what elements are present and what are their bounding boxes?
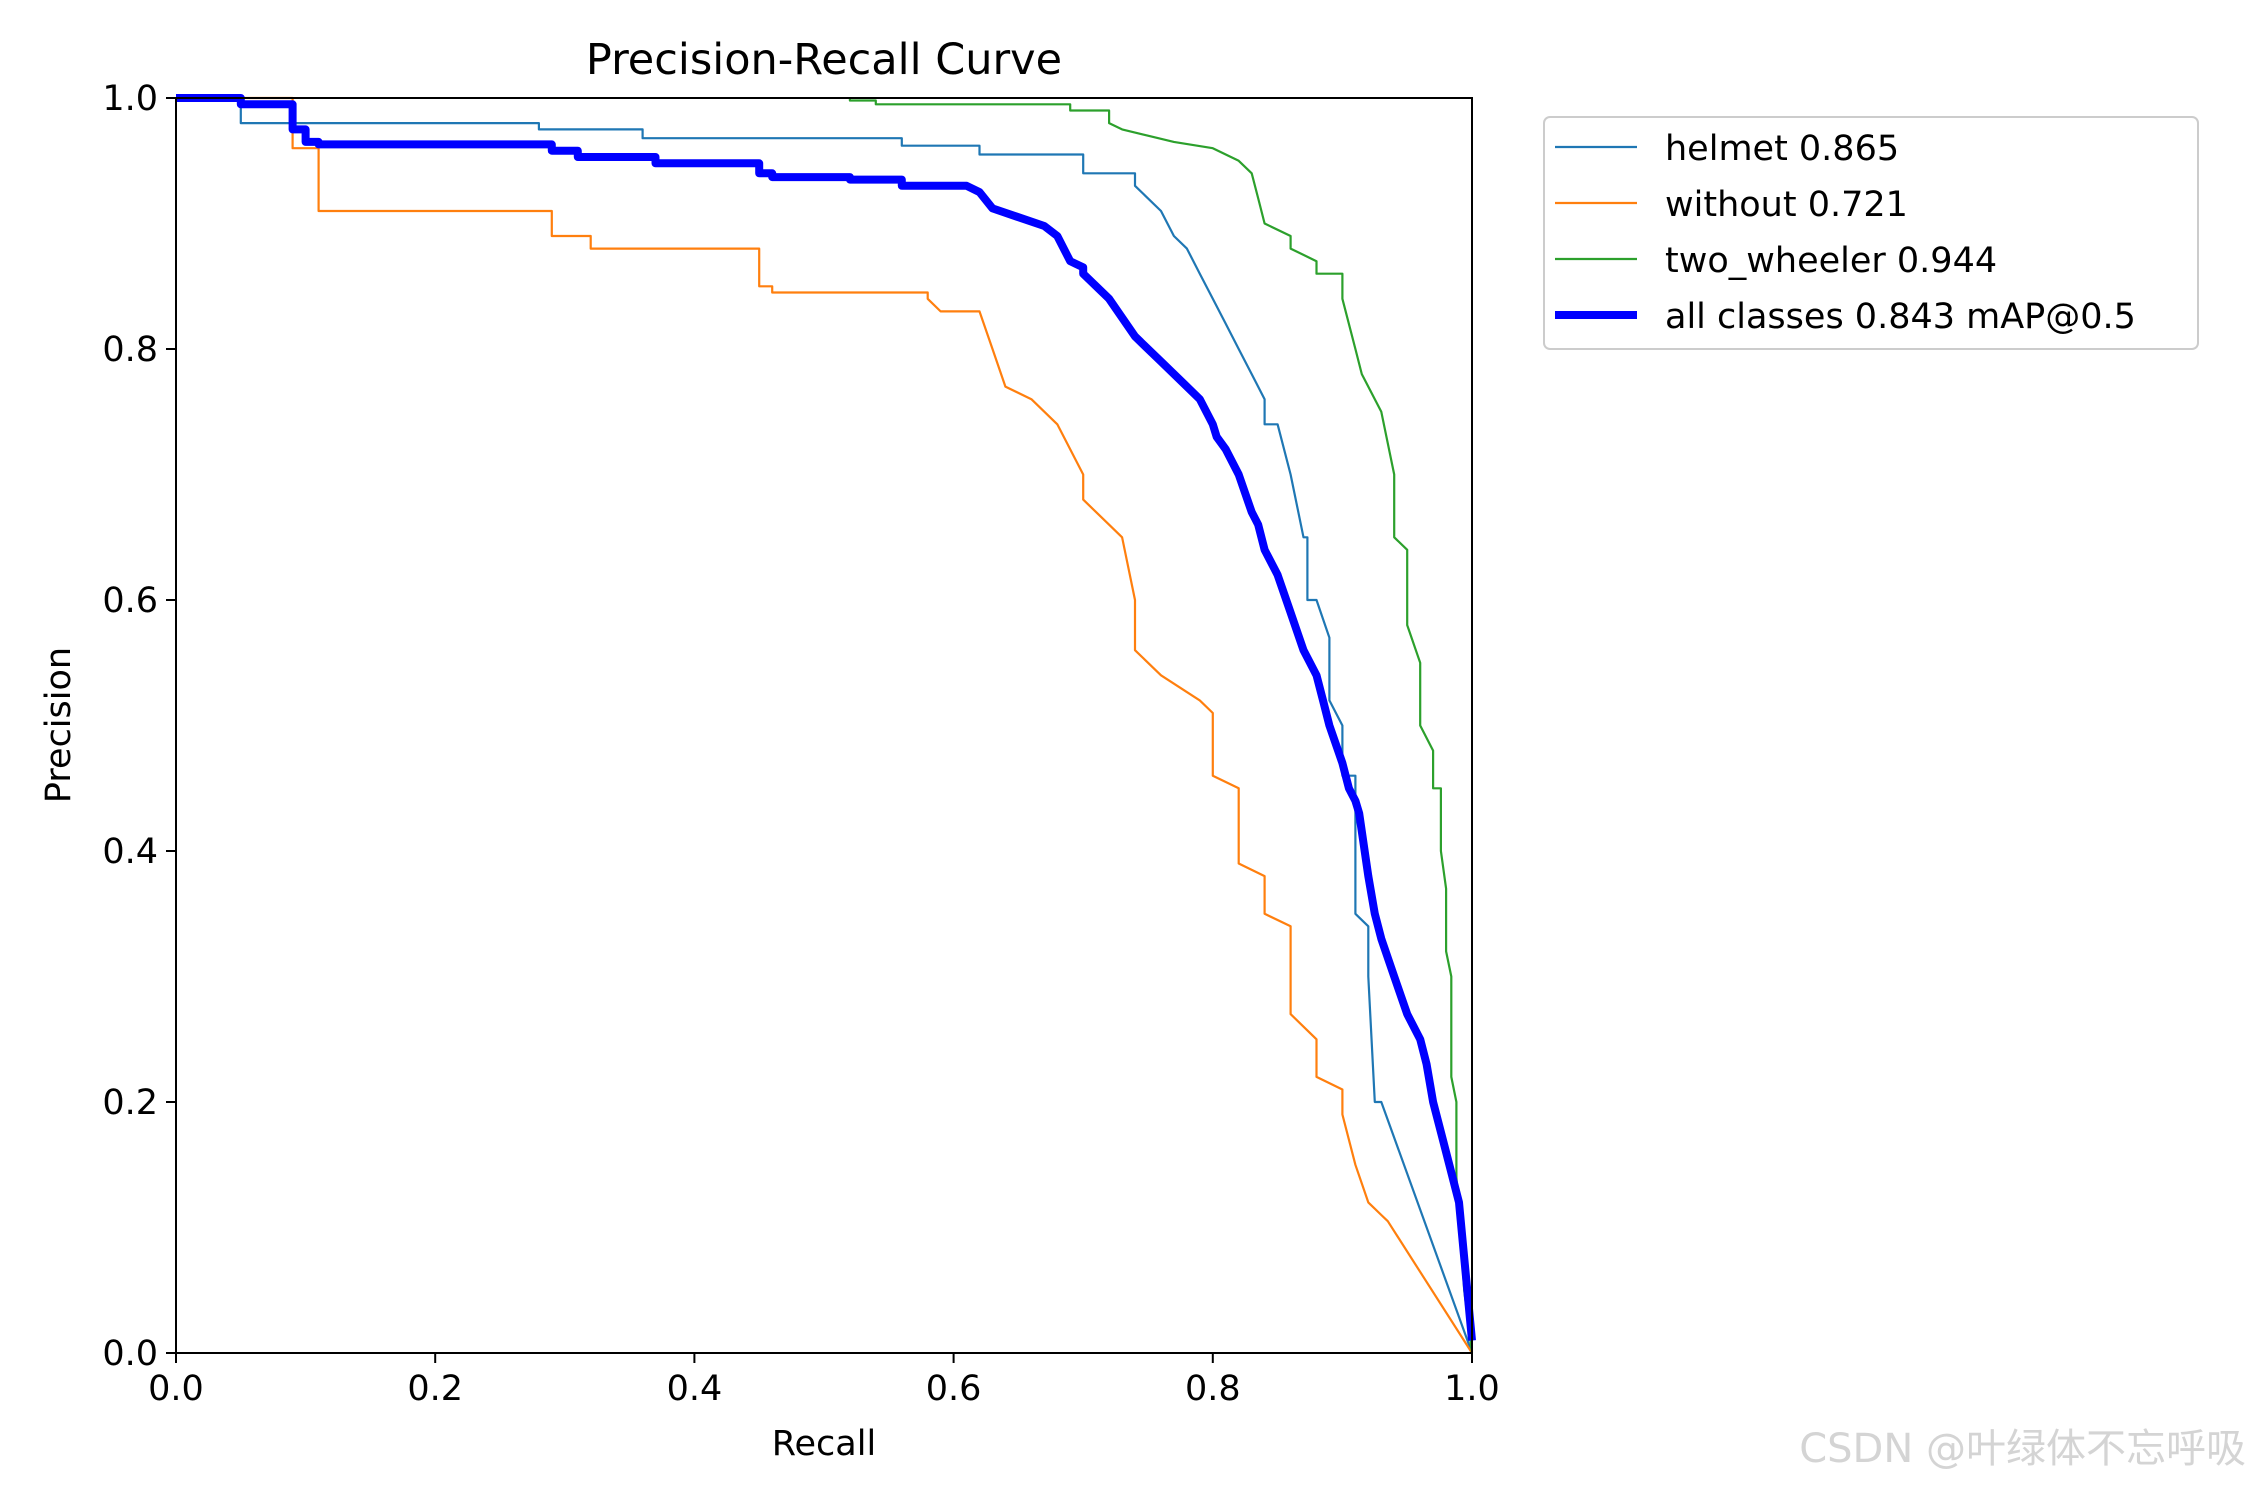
x-axis-label: Recall [772, 1424, 876, 1464]
y-axis-label: Precision [39, 647, 79, 803]
y-tick-label: 0.6 [102, 581, 158, 621]
x-tick-label: 0.4 [667, 1369, 723, 1409]
y-tick-label: 1.0 [102, 79, 158, 119]
axis-ticks: 0.0 0.2 0.4 0.6 0.8 1.0 0.0 0.2 0.4 0.6 0.8 1.0 [102, 79, 1500, 1409]
x-tick-label: 0.2 [407, 1369, 463, 1409]
series-layer [176, 94, 1476, 1354]
legend-label-0: helmet 0.865 [1665, 129, 1899, 169]
series-line-1 [176, 96, 1473, 1354]
y-tick-label: 0.0 [102, 1334, 158, 1374]
x-tick-label: 0.6 [926, 1369, 982, 1409]
x-tick-label: 1.0 [1444, 1369, 1500, 1409]
y-tick-label: 0.2 [102, 1083, 158, 1123]
legend-items: helmet 0.865 without 0.721 two_wheeler 0.9… [1555, 129, 2136, 337]
legend-label-3: all classes 0.843 mAP@0.5 [1665, 297, 2136, 337]
legend-label-1: without 0.721 [1665, 185, 1908, 225]
chart-title: Precision-Recall Curve [586, 35, 1062, 85]
x-tick-label: 0.0 [148, 1369, 204, 1409]
plot-frame [175, 97, 1473, 1354]
y-tick-label: 0.4 [102, 832, 158, 872]
legend-frame [1543, 116, 2199, 350]
y-tick-label: 0.8 [102, 330, 158, 370]
x-tick-label: 0.8 [1185, 1369, 1241, 1409]
watermark: CSDN @叶绿体不忘呼吸 [1799, 1426, 2246, 1472]
series-line-3 [176, 94, 1476, 1341]
series-line-2 [848, 98, 1474, 1354]
legend-label-2: two_wheeler 0.944 [1665, 241, 1997, 281]
legend: helmet 0.865 without 0.721 two_wheeler 0.9… [1543, 116, 2199, 350]
